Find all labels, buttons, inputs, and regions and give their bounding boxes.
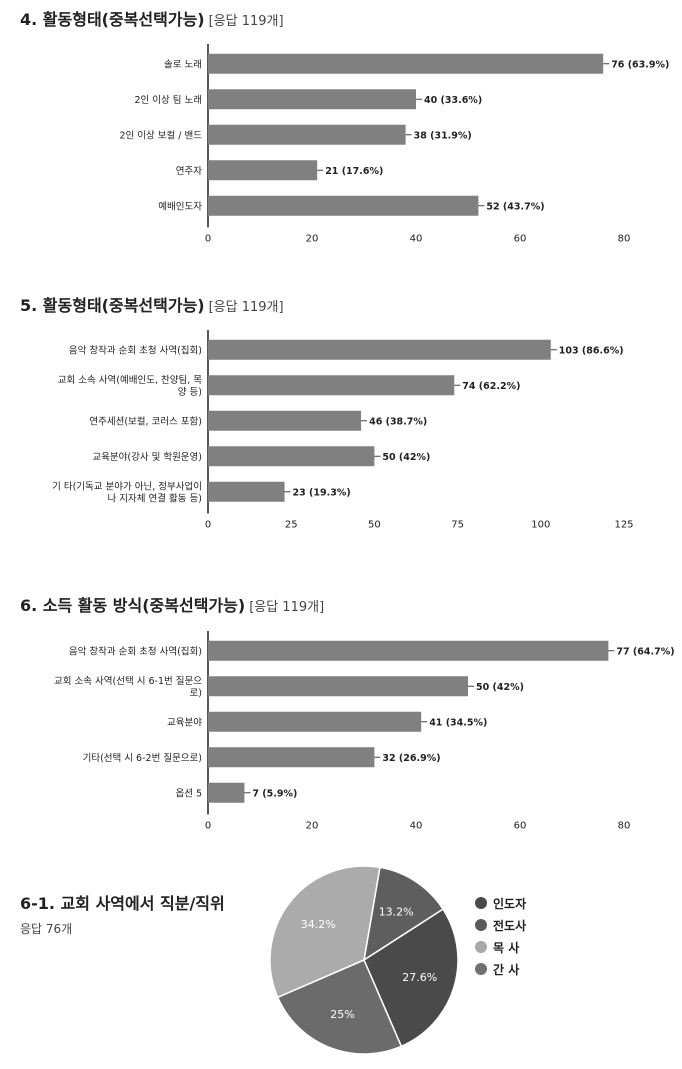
chart-3-title: 6. 소득 활동 방식(중복선택가능) [응답 119개] xyxy=(20,592,324,616)
value-label: 46 (38.7%) xyxy=(369,416,427,427)
pie-slice-label: 34.2% xyxy=(301,918,336,931)
x-tick-label: 125 xyxy=(614,520,633,531)
bar xyxy=(208,53,604,74)
value-label: 76 (63.9%) xyxy=(611,59,669,70)
bar xyxy=(208,747,375,768)
category-label: 기타(선택 시 6-2번 질문으로) xyxy=(83,752,202,764)
x-tick-label: 0 xyxy=(205,234,211,245)
chart-3-bar-chart: 음악 창작과 순회 초청 사역(집회) 77 (64.7%) 교회 소속 사역(선택… xyxy=(54,631,675,832)
legend-swatch xyxy=(475,919,487,931)
bar xyxy=(208,195,479,216)
legend-label: 간 사 xyxy=(493,962,520,977)
category-label: 음악 창작과 순회 초청 사역(집회) xyxy=(69,645,202,657)
value-label: 103 (86.6%) xyxy=(559,345,624,356)
value-label: 50 (42%) xyxy=(382,452,430,463)
chart-3-title-text: 6. 소득 활동 방식(중복선택가능) xyxy=(20,596,246,615)
chart-1-title-text: 4. 활동형태(중복선택가능) xyxy=(20,10,205,29)
x-tick-label: 100 xyxy=(531,520,550,531)
value-label: 74 (62.2%) xyxy=(462,381,520,392)
category-label: 연주세션(보컬, 코러스 포함) xyxy=(89,415,202,427)
category-label: 음악 창작과 순회 초청 사역(집회) xyxy=(69,344,202,356)
pie-slice xyxy=(276,959,403,1055)
bar xyxy=(208,481,285,502)
value-label: 23 (19.3%) xyxy=(293,487,351,498)
value-label: 40 (33.6%) xyxy=(424,95,482,106)
chart-2-title: 5. 활동형태(중복선택가능) [응답 119개] xyxy=(20,292,284,316)
x-tick-label: 0 xyxy=(205,520,211,531)
bar xyxy=(208,124,406,145)
bar xyxy=(208,640,609,661)
chart-1-response-count: [응답 119개] xyxy=(208,14,284,29)
category-label: 옵션 5 xyxy=(175,788,202,799)
value-label: 7 (5.9%) xyxy=(252,788,297,799)
bar xyxy=(208,375,455,396)
x-tick-label: 60 xyxy=(514,234,527,245)
legend-swatch xyxy=(475,963,487,975)
pie-chart: 13.2% 27.6% 25% 34.2% xyxy=(269,865,459,1055)
legend-item: 인도자 xyxy=(475,892,526,914)
chart-2-title-text: 5. 활동형태(중복선택가능) xyxy=(20,296,205,315)
chart-2-bar-chart: 음악 창작과 순회 초청 사역(집회) 103 (86.6%) 교회 소속 사역(예… xyxy=(52,330,634,531)
bar xyxy=(208,446,375,467)
legend-label: 인도자 xyxy=(493,896,527,911)
value-label: 32 (26.9%) xyxy=(382,753,440,764)
pie-slice-label: 25% xyxy=(330,1008,354,1021)
category-label: 연주자 xyxy=(176,166,202,177)
bar xyxy=(208,410,362,431)
category-label: 교회 소속 사역(선택 시 6-1번 질문으 로) xyxy=(54,675,202,699)
pie-slice xyxy=(363,908,459,1048)
category-label: 교육분야 xyxy=(167,717,202,728)
x-tick-label: 40 xyxy=(410,234,423,245)
category-label: 솔로 노래 xyxy=(164,59,202,70)
bar xyxy=(208,711,422,732)
pie-chart-title: 6-1. 교회 사역에서 직분/직위 xyxy=(20,894,225,913)
x-tick-label: 20 xyxy=(306,821,319,832)
category-label: 예배인도자 xyxy=(158,201,202,212)
bar xyxy=(208,676,468,697)
x-tick-label: 75 xyxy=(451,520,464,531)
chart-3-response-count: [응답 119개] xyxy=(249,600,325,615)
value-label: 38 (31.9%) xyxy=(414,130,472,141)
category-label: 교육분야(강사 및 학원운영) xyxy=(92,451,202,463)
bar xyxy=(208,160,318,181)
chart-2-response-count: [응답 119개] xyxy=(208,300,284,315)
value-label: 52 (43.7%) xyxy=(486,201,544,212)
chart-1-bar-chart: 솔로 노래 76 (63.9%) 2인 이상 팀 노래 40 (33.6%) 2인 이상… xyxy=(119,44,669,245)
legend-swatch xyxy=(475,897,487,909)
bar xyxy=(208,339,551,360)
value-label: 21 (17.6%) xyxy=(325,166,383,177)
pie-slice xyxy=(269,865,381,999)
legend-item: 간 사 xyxy=(475,958,526,980)
value-label: 41 (34.5%) xyxy=(429,717,487,728)
legend-item: 목 사 xyxy=(475,936,526,958)
category-label: 2인 이상 팀 노래 xyxy=(134,94,202,106)
x-tick-label: 40 xyxy=(410,821,423,832)
legend-label: 목 사 xyxy=(493,940,520,955)
bar xyxy=(208,782,245,803)
x-tick-label: 80 xyxy=(618,234,631,245)
legend-item: 전도사 xyxy=(475,914,526,936)
x-tick-label: 50 xyxy=(368,520,381,531)
category-label: 기 타(기독교 분야가 아닌, 정부사업이 나 지자체 연결 활동 등) xyxy=(52,480,202,504)
legend-swatch xyxy=(475,941,487,953)
chart-1-title: 4. 활동형태(중복선택가능) [응답 119개] xyxy=(20,6,284,30)
bar xyxy=(208,89,416,110)
legend-label: 전도사 xyxy=(493,918,527,933)
value-label: 77 (64.7%) xyxy=(616,646,674,657)
x-tick-label: 20 xyxy=(306,234,319,245)
pie-slice-label: 27.6% xyxy=(402,971,437,984)
pie-slice-label: 13.2% xyxy=(379,905,414,918)
x-tick-label: 0 xyxy=(205,821,211,832)
x-tick-label: 80 xyxy=(618,821,631,832)
value-label: 50 (42%) xyxy=(476,682,524,693)
x-tick-label: 60 xyxy=(514,821,527,832)
x-tick-label: 25 xyxy=(285,520,298,531)
category-label: 2인 이상 보컬 / 밴드 xyxy=(119,129,202,141)
pie-slice xyxy=(362,866,445,962)
pie-chart-response-count: 응답 76개 xyxy=(20,922,73,936)
